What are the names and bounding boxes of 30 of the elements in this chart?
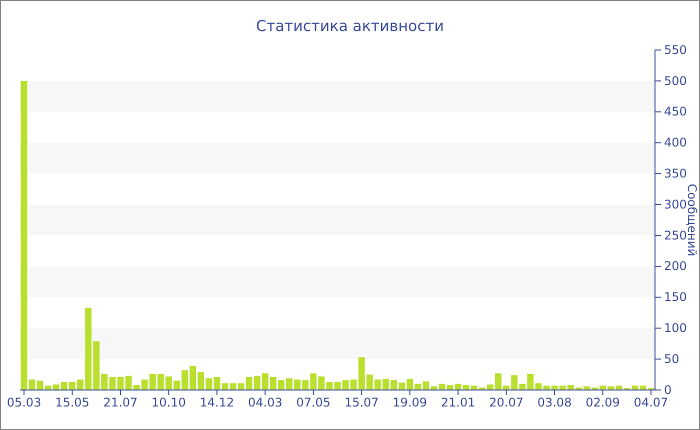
- x-tick-label: 14.12: [200, 396, 234, 410]
- y2-tick-label: 350: [664, 166, 687, 180]
- x-tick-label: 15.07: [344, 396, 379, 410]
- y2-tick-label: 550: [664, 42, 687, 57]
- x-tick-label: 02.09: [586, 396, 620, 410]
- y2-tick-label: 500: [664, 74, 687, 88]
- y2-tick-label: 150: [664, 290, 687, 304]
- y2-tick-label: 250: [664, 228, 687, 242]
- x-tick-label: 04.03: [248, 396, 282, 410]
- x-tick-label: 19.09: [392, 396, 428, 410]
- y2-tick-label: 300: [664, 197, 687, 212]
- bar: [117, 377, 124, 390]
- y2-tick-label: 400: [664, 136, 687, 150]
- x-tick-label: 10.10: [152, 396, 186, 410]
- y2-tick-label: 450: [664, 104, 687, 119]
- x-tick-label: 03.08: [537, 396, 572, 410]
- bar: [20, 80, 28, 390]
- x-tick-label: 20.07: [489, 396, 524, 410]
- y2-tick-label: 100: [664, 321, 687, 336]
- x-tick-label: 15.05: [55, 396, 90, 410]
- y2-tick-label: 200: [664, 259, 687, 274]
- y2-axis-title: Сообщений: [685, 184, 699, 256]
- y2-tick-label: 0: [664, 382, 672, 397]
- x-tick-label: 21.01: [440, 396, 476, 410]
- chart-title: Статистика активности: [256, 17, 444, 35]
- y2-tick-label: 50: [664, 352, 680, 366]
- x-tick-label: 07.05: [296, 396, 331, 410]
- x-tick-label: 04.07: [634, 396, 668, 410]
- x-tick-label: 21.07: [103, 396, 138, 410]
- x-tick-label: 05.03: [6, 396, 42, 410]
